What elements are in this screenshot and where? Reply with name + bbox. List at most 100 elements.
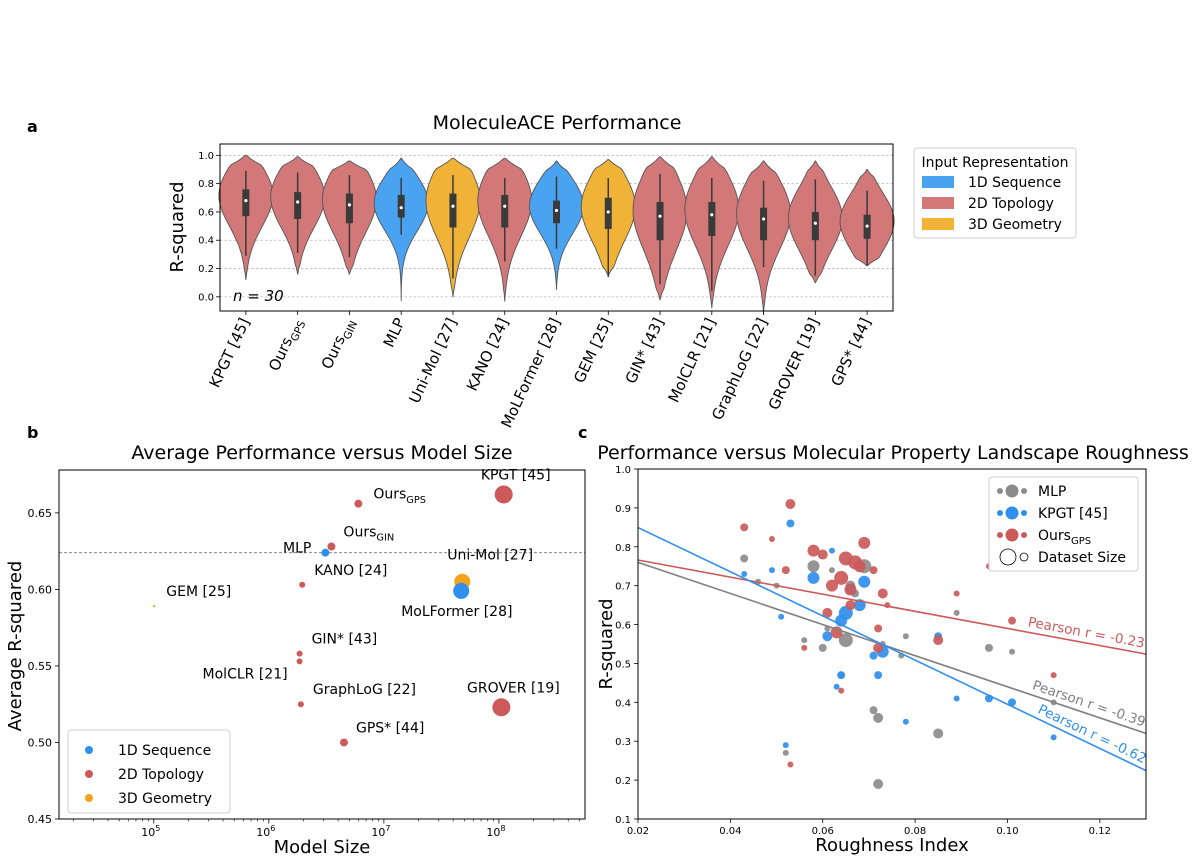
- point-label-b-2-sub: GIN: [376, 533, 394, 544]
- violin-median-4: [451, 204, 455, 208]
- ytick-label-a-3: 0.6: [198, 207, 214, 218]
- ytick-label-b-2: 0.55: [28, 660, 53, 673]
- point-b-6: [453, 582, 470, 599]
- violin-box-0: [242, 189, 250, 217]
- point-label-b-6: MoLFormer [28]: [401, 604, 512, 620]
- violin-median-8: [658, 214, 662, 218]
- ytick-label-c-2: 0.3: [615, 737, 631, 748]
- legend-c-label-base-0: MLP: [1038, 484, 1066, 500]
- fit-line-c-2: [637, 526, 1147, 772]
- violin-median-11: [813, 221, 817, 225]
- xtick-exp-b-3: 8: [500, 824, 505, 833]
- violin-box-8: [656, 202, 664, 241]
- legend-c-label-sub-2: GPS: [1071, 536, 1091, 547]
- legend-b-label-2: 3D Geometry: [118, 791, 212, 807]
- ytick-label-a-0: 0.0: [198, 292, 214, 303]
- point-c-14: [869, 706, 878, 715]
- legend-a-label-0: 1D Sequence: [968, 175, 1061, 191]
- point-label-b-1-sub: GPS: [406, 495, 426, 506]
- xtick-label-a-5-base: KANO [24]: [463, 315, 512, 394]
- legend-a-label-2: 3D Geometry: [968, 217, 1062, 233]
- point-c-51: [781, 566, 790, 575]
- panel-c-legend-box: [988, 476, 1139, 572]
- legend-b-marker-1: [85, 770, 93, 778]
- point-label-b-5-base: Uni-Mol [27]: [447, 548, 533, 564]
- point-c-40: [869, 651, 878, 660]
- violin-box-1: [294, 192, 302, 220]
- fit-line-c-1: [637, 561, 1147, 735]
- point-label-b-10: GraphLoG [22]: [313, 682, 416, 698]
- point-label-b-4: KANO [24]: [314, 563, 387, 579]
- point-b-11: [492, 698, 511, 717]
- ytick-label-a-5: 1.0: [198, 151, 214, 162]
- panel-c: c Performance versus Molecular Property …: [578, 423, 1189, 856]
- point-c-74: [953, 590, 960, 597]
- point-label-b-7: GEM [25]: [166, 584, 231, 600]
- point-b-12: [339, 738, 348, 747]
- xtick-label-c-5: 0.12: [1089, 826, 1111, 837]
- point-c-16: [873, 779, 884, 789]
- point-label-b-0-base: KPGT [45]: [481, 467, 551, 483]
- point-label-b-12: GPS* [44]: [356, 720, 424, 736]
- xtick-label-c-0: 0.02: [627, 826, 649, 837]
- violin-median-6: [554, 208, 559, 213]
- point-c-10: [838, 633, 853, 648]
- panel-c-yticks: 0.1 0.2 0.3 0.4 0.5 0.6 0.7 0.8 0.9 1.0: [615, 465, 638, 826]
- point-c-56: [817, 549, 828, 560]
- point-c-32: [828, 547, 835, 554]
- panel-a-legend-items: 1D Sequence 2D Topology 3D Geometry: [922, 175, 1062, 233]
- panel-c-xticks: 0.02 0.04 0.06 0.08 0.10 0.12: [627, 819, 1111, 837]
- xtick-base-b-0: 10: [141, 826, 155, 839]
- xtick-label-b-0: 105: [141, 824, 160, 839]
- violin-median-10: [761, 217, 766, 221]
- legend-a-swatch-2: [922, 218, 954, 230]
- violin-median-12: [865, 224, 869, 228]
- panel-c-legend: MLP KPGT [45] OursGPS Dataset Size: [988, 476, 1139, 572]
- point-c-23: [1009, 648, 1016, 655]
- xtick-label-c-1: 0.04: [719, 826, 741, 837]
- point-c-73: [933, 635, 944, 646]
- xtick-label-a-9: MolCLR [21]: [665, 315, 720, 405]
- point-c-58: [825, 579, 838, 592]
- legend-b-marker-2: [85, 794, 93, 802]
- legend-c-label-base-1: KPGT [45]: [1038, 506, 1108, 522]
- point-c-19: [902, 633, 909, 640]
- violin-box-10: [760, 207, 768, 241]
- violin-median-0: [244, 199, 248, 203]
- legend-b-label-0: 1D Sequence: [118, 743, 211, 759]
- point-c-59: [830, 626, 843, 639]
- xtick-label-a-0-base: KPGT [45]: [206, 315, 254, 390]
- point-c-0: [740, 554, 749, 563]
- panel-c-xlabel: Roughness Index: [815, 835, 969, 856]
- point-b-10: [297, 701, 304, 708]
- panel-b-xlabel: Model Size: [274, 837, 371, 858]
- point-c-47: [1008, 698, 1017, 707]
- panel-a-yticks: 0.0 0.2 0.4 0.6 0.8 1.0: [198, 151, 220, 303]
- point-label-b-5: Uni-Mol [27]: [447, 548, 533, 564]
- ytick-label-b-0: 0.45: [28, 813, 53, 826]
- ytick-label-c-7: 0.8: [615, 543, 631, 554]
- xtick-label-a-7-base: GEM [25]: [570, 315, 616, 386]
- legend-a-label-1: 2D Topology: [968, 196, 1054, 212]
- point-label-b-6-base: MoLFormer [28]: [401, 604, 512, 620]
- point-c-53: [787, 761, 794, 768]
- legend-c-marker-s-0: [997, 488, 1003, 494]
- xtick-label-a-0: KPGT [45]: [206, 315, 254, 390]
- legend-c-label-3: Dataset Size: [1038, 550, 1126, 566]
- panel-c-title: Performance versus Molecular Property La…: [597, 442, 1189, 464]
- point-label-b-0: KPGT [45]: [481, 467, 551, 483]
- panel-a: a MoleculeACE Performance R-squared 0.00…: [27, 112, 1077, 431]
- legend-c-marker-s-1: [997, 510, 1003, 516]
- panel-c-points: [740, 499, 1057, 789]
- point-c-55: [807, 544, 820, 557]
- point-c-67: [858, 536, 871, 549]
- legend-c-marker-l-1: [1005, 506, 1019, 520]
- point-c-66: [853, 560, 866, 573]
- legend-a-swatch-1: [922, 197, 954, 209]
- fit-label-c-0: Pearson r = -0.23: [1027, 614, 1146, 651]
- ytick-label-c-9: 1.0: [615, 465, 631, 476]
- legend-c-label-base-3: Dataset Size: [1038, 550, 1126, 566]
- ytick-label-c-4: 0.5: [615, 659, 631, 670]
- legend-c-label-2: OursGPS: [1038, 528, 1091, 547]
